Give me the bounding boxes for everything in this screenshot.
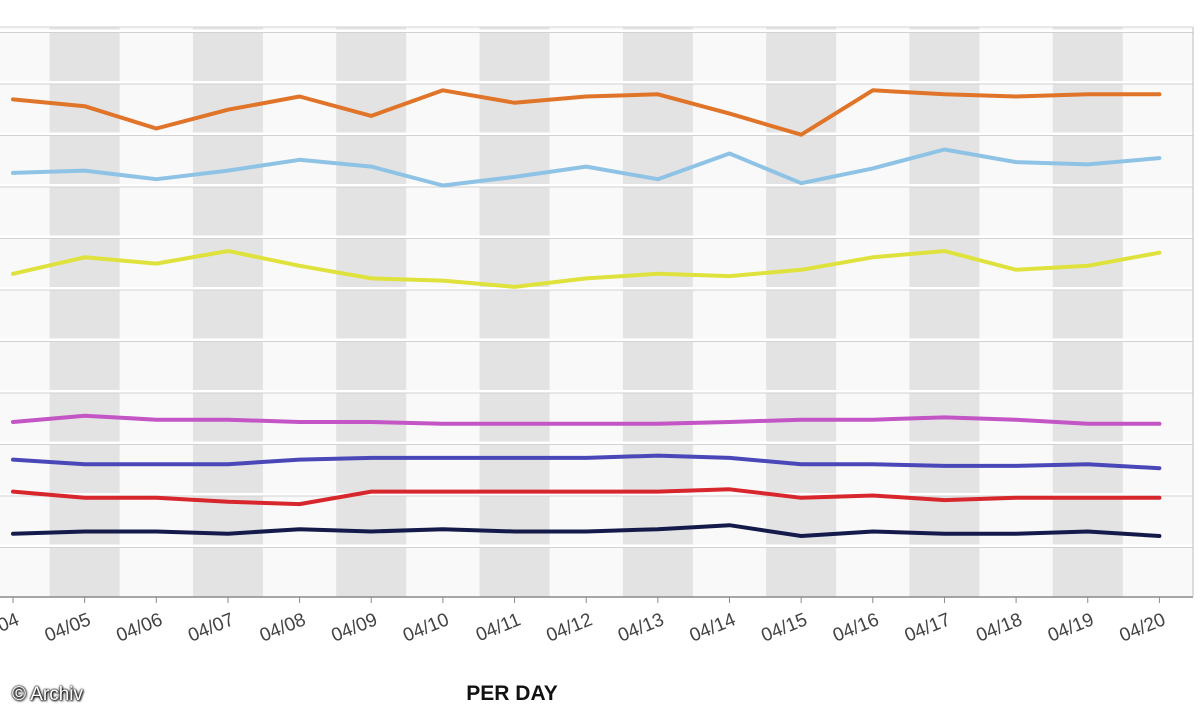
column-band (909, 27, 980, 597)
column-bands (0, 27, 1193, 597)
column-band (336, 27, 407, 597)
x-tick-label: 04/09 (329, 609, 381, 646)
plot-background (0, 27, 1193, 597)
x-tick-label: 04/08 (257, 609, 309, 646)
x-axis-label: PER DAY (466, 682, 557, 705)
x-tick-label: 04/13 (615, 609, 667, 646)
watermark-credit: © Archiv (12, 684, 84, 705)
x-tick-label: 04/06 (114, 609, 166, 646)
x-tick-label: 04/16 (830, 609, 882, 646)
x-tick-label: 04/10 (400, 609, 452, 646)
series-line-navy (11, 523, 1162, 538)
x-tick-label: 04/20 (1117, 609, 1169, 646)
series-line-light-blue (11, 147, 1162, 188)
x-tick-label: 04/15 (758, 609, 810, 646)
series-line-yellow (11, 249, 1162, 289)
x-tick-label: 04/11 (473, 609, 524, 646)
series-line-orange (11, 88, 1162, 137)
x-tick-label: 04/14 (687, 609, 739, 646)
series-lines (11, 88, 1162, 538)
column-band (192, 27, 263, 597)
axes (0, 26, 1194, 603)
x-tick-labels: 04/04 04/05 04/06 04/07 04/08 04/09 04/10 04/11… (0, 609, 1169, 646)
column-band (479, 27, 550, 597)
x-tick-label: 04/05 (42, 609, 94, 646)
column-band (622, 27, 693, 597)
x-tick-label: 04/18 (973, 609, 1025, 646)
gridlines (0, 29, 1193, 548)
x-tick-label: 04/04 (0, 609, 23, 646)
series-line-magenta (11, 413, 1162, 426)
column-band (1052, 27, 1123, 597)
x-tick-label: 04/07 (185, 609, 237, 646)
x-tick-label: 04/12 (543, 609, 595, 646)
column-band (49, 27, 120, 597)
x-tick-label: 04/19 (1045, 609, 1097, 646)
column-band (766, 27, 837, 597)
series-line-blue (11, 453, 1162, 471)
x-tick-label: 04/17 (902, 609, 954, 646)
series-line-red (11, 487, 1162, 507)
